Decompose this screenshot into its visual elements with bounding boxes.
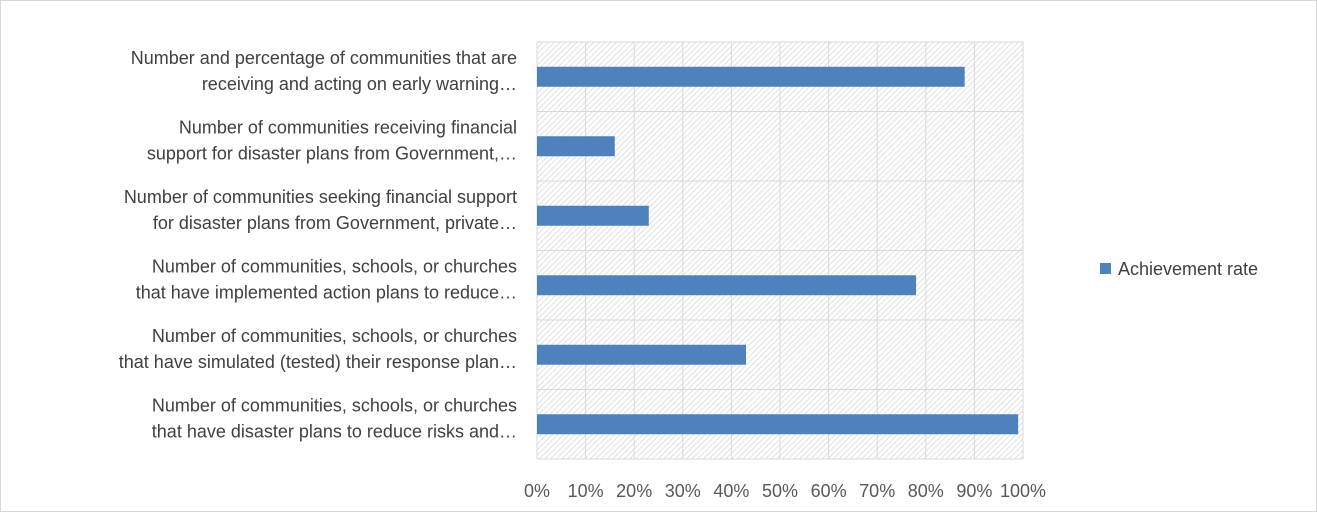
bar: [537, 344, 746, 365]
x-tick-label: 10%: [568, 481, 604, 501]
category-label-line: Number and percentage of communities tha…: [131, 48, 517, 68]
bar: [537, 414, 1019, 435]
x-tick-label: 40%: [713, 481, 749, 501]
x-tick-label: 0%: [524, 481, 550, 501]
gridlines: [536, 41, 1024, 460]
category-label-line: support for disaster plans from Governme…: [147, 143, 517, 163]
bar: [537, 275, 917, 296]
x-tick-label: 20%: [616, 481, 652, 501]
category-label: Number and percentage of communities tha…: [131, 48, 517, 94]
category-label: Number of communities, schools, or churc…: [119, 326, 517, 372]
bar: [537, 136, 615, 157]
x-tick-label: 30%: [665, 481, 701, 501]
category-label-line: that have disaster plans to reduce risks…: [152, 421, 517, 441]
category-label-line: that have implemented action plans to re…: [136, 282, 517, 302]
x-tick-label: 100%: [1000, 481, 1046, 501]
x-tick-label: 70%: [859, 481, 895, 501]
category-label: Number of communities, schools, or churc…: [136, 256, 517, 302]
category-label-line: that have simulated (tested) their respo…: [119, 352, 517, 372]
category-label-line: receiving and acting on early warning…: [202, 74, 517, 94]
legend-swatch: [1100, 263, 1111, 274]
bars: [537, 66, 1019, 435]
category-label: Number of communities receiving financia…: [147, 117, 517, 163]
category-label: Number of communities seeking financial …: [124, 187, 517, 233]
bar: [537, 205, 649, 226]
category-label-line: Number of communities, schools, or churc…: [152, 395, 517, 415]
x-tick-label: 90%: [956, 481, 992, 501]
legend-label: Achievement rate: [1118, 259, 1258, 279]
x-tick-label: 60%: [811, 481, 847, 501]
legend: Achievement rate: [1100, 259, 1258, 279]
category-labels: Number and percentage of communities tha…: [119, 48, 517, 442]
category-label-line: Number of communities, schools, or churc…: [152, 256, 517, 276]
x-tick-label: 50%: [762, 481, 798, 501]
category-label-line: Number of communities receiving financia…: [179, 117, 517, 137]
category-label: Number of communities, schools, or churc…: [152, 395, 517, 441]
category-label-line: Number of communities, schools, or churc…: [152, 326, 517, 346]
x-tick-label: 80%: [908, 481, 944, 501]
x-axis-ticks: 0% 10% 20% 30% 40% 50% 60% 70% 80% 90% 100%: [524, 481, 1046, 501]
category-label-line: for disaster plans from Government, priv…: [153, 213, 517, 233]
bar: [537, 66, 965, 87]
category-label-line: Number of communities seeking financial …: [124, 187, 517, 207]
